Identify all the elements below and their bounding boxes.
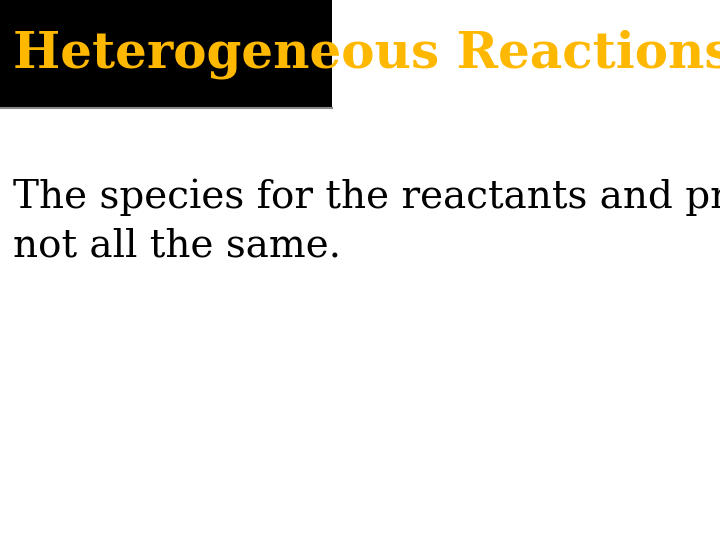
Text: Heterogeneous Reactions: Heterogeneous Reactions xyxy=(13,29,720,79)
Text: The species for the reactants and products are
not all the same.: The species for the reactants and produc… xyxy=(13,178,720,264)
FancyBboxPatch shape xyxy=(0,0,333,108)
